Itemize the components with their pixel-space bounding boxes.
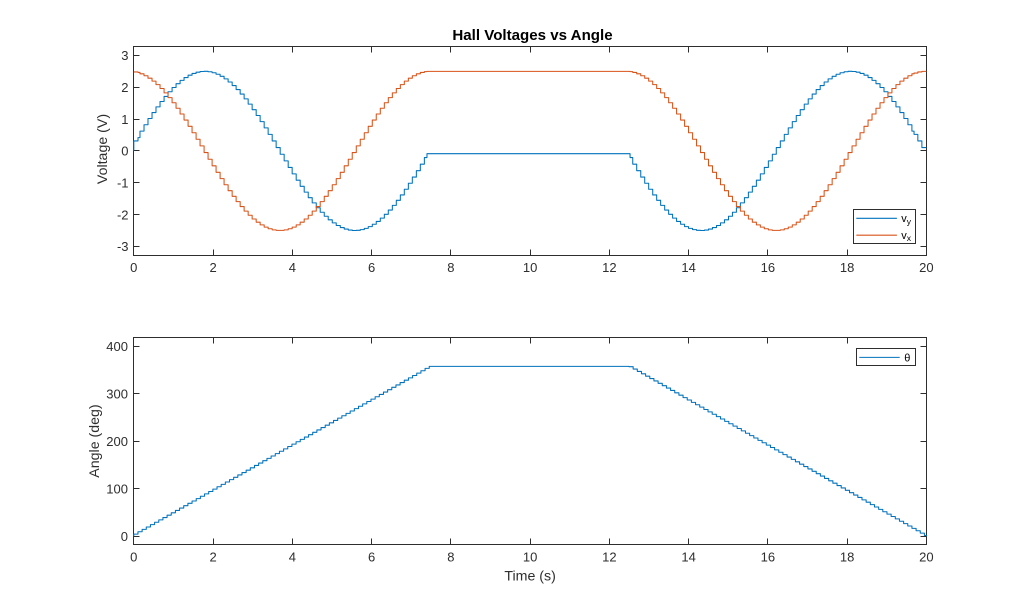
svg-text:θ: θ bbox=[904, 352, 910, 364]
svg-text:0: 0 bbox=[121, 144, 128, 159]
svg-text:-3: -3 bbox=[117, 239, 129, 254]
svg-text:Hall Voltages vs Angle: Hall Voltages vs Angle bbox=[452, 27, 612, 44]
svg-text:16: 16 bbox=[761, 260, 775, 275]
svg-text:2: 2 bbox=[209, 550, 216, 565]
svg-text:18: 18 bbox=[840, 260, 854, 275]
svg-text:2: 2 bbox=[209, 260, 216, 275]
svg-text:8: 8 bbox=[447, 550, 454, 565]
svg-text:200: 200 bbox=[106, 434, 128, 449]
svg-text:2: 2 bbox=[121, 80, 128, 95]
svg-text:3: 3 bbox=[121, 48, 128, 63]
svg-text:400: 400 bbox=[106, 339, 128, 354]
svg-text:20: 20 bbox=[919, 550, 933, 565]
svg-text:0: 0 bbox=[121, 529, 128, 544]
svg-text:1: 1 bbox=[121, 112, 128, 127]
svg-text:4: 4 bbox=[289, 550, 296, 565]
svg-text:20: 20 bbox=[919, 260, 933, 275]
svg-text:14: 14 bbox=[681, 260, 695, 275]
svg-text:6: 6 bbox=[368, 260, 375, 275]
svg-text:0: 0 bbox=[130, 550, 137, 565]
svg-text:12: 12 bbox=[602, 260, 616, 275]
svg-text:Angle (deg): Angle (deg) bbox=[87, 404, 103, 477]
svg-text:Time (s): Time (s) bbox=[504, 569, 556, 585]
svg-text:-1: -1 bbox=[117, 175, 129, 190]
svg-text:12: 12 bbox=[602, 550, 616, 565]
svg-text:16: 16 bbox=[761, 550, 775, 565]
svg-text:10: 10 bbox=[523, 260, 537, 275]
svg-text:10: 10 bbox=[523, 550, 537, 565]
svg-text:Voltage (V): Voltage (V) bbox=[95, 114, 111, 184]
svg-text:4: 4 bbox=[289, 260, 296, 275]
svg-text:vy: vy bbox=[901, 213, 912, 226]
svg-text:6: 6 bbox=[368, 550, 375, 565]
svg-text:14: 14 bbox=[681, 550, 695, 565]
svg-text:100: 100 bbox=[106, 482, 128, 497]
svg-text:vx: vx bbox=[901, 230, 912, 243]
svg-text:-2: -2 bbox=[117, 207, 129, 222]
svg-text:0: 0 bbox=[130, 260, 137, 275]
svg-text:18: 18 bbox=[840, 550, 854, 565]
svg-text:300: 300 bbox=[106, 387, 128, 402]
svg-text:8: 8 bbox=[447, 260, 454, 275]
